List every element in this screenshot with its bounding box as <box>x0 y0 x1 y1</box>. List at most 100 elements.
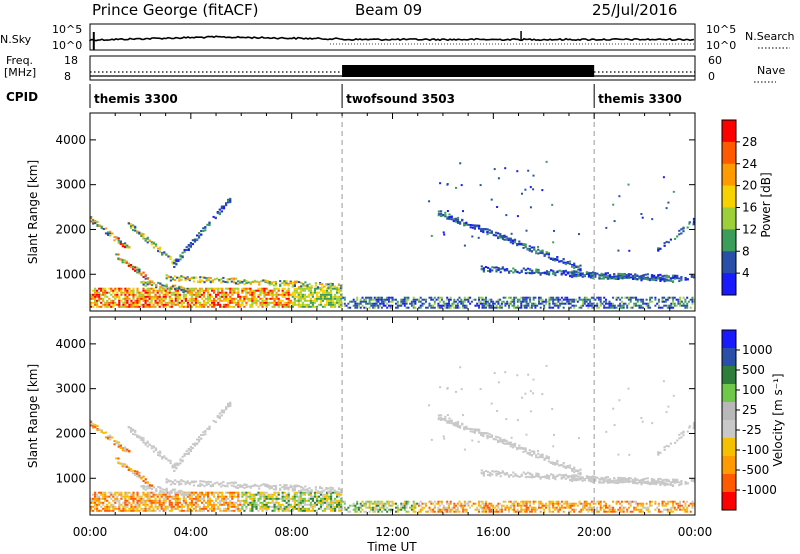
heatmap-cell <box>249 501 252 504</box>
heatmap-cell <box>227 509 230 512</box>
heatmap-cell <box>328 503 331 506</box>
heatmap-cell <box>136 499 139 502</box>
heatmap-cell <box>579 269 582 272</box>
heatmap-cell <box>342 296 345 299</box>
heatmap-cell <box>126 505 129 508</box>
heatmap-cell <box>382 304 385 307</box>
heatmap-cell <box>557 300 560 303</box>
heatmap-cell <box>668 296 671 299</box>
heatmap-cell <box>629 273 633 276</box>
heatmap-cell <box>118 287 121 290</box>
heatmap-cell <box>299 495 302 498</box>
heatmap-cell <box>380 300 383 303</box>
heatmap-cell <box>456 216 460 219</box>
heatmap-cell <box>479 300 482 303</box>
heatmap-cell <box>380 296 383 299</box>
heatmap-cell <box>202 301 206 304</box>
heatmap-cell <box>119 240 122 243</box>
heatmap-cell <box>245 495 248 498</box>
heatmap-cell <box>492 300 495 303</box>
heatmap-cell <box>548 304 551 307</box>
heatmap-cell <box>508 304 510 307</box>
heatmap-cell <box>307 303 310 306</box>
heatmap-cell <box>336 505 339 508</box>
heatmap-cell <box>661 276 664 279</box>
heatmap-cell <box>384 300 387 303</box>
heatmap-cell <box>621 276 624 279</box>
heatmap-cell <box>241 505 244 508</box>
heatmap-cell <box>323 493 327 496</box>
heatmap-cell <box>176 501 179 504</box>
heatmap-cell <box>644 276 647 279</box>
heatmap-cell <box>352 304 355 307</box>
heatmap-cell <box>213 493 216 496</box>
heatmap-cell <box>405 296 408 299</box>
heatmap-cell <box>557 500 560 503</box>
heatmap-cell <box>261 501 264 504</box>
heatmap-cell <box>470 504 473 507</box>
heatmap-cell <box>366 296 369 299</box>
heatmap-cell <box>418 504 420 507</box>
heatmap-cell <box>142 497 145 500</box>
heatmap-cell <box>198 293 202 296</box>
heatmap-cell <box>556 259 559 261</box>
heatmap-cell <box>670 306 673 309</box>
heatmap-cell <box>442 213 445 216</box>
heatmap-cell <box>461 422 464 425</box>
heatmap-cell <box>520 510 523 513</box>
heatmap-cell <box>619 506 622 509</box>
heatmap-cell <box>490 434 493 437</box>
heatmap-cell <box>274 280 278 283</box>
heatmap-cell <box>302 488 305 491</box>
heatmap-cell <box>613 304 616 307</box>
heatmap-cell <box>511 240 514 243</box>
heatmap-cell <box>253 493 256 496</box>
heatmap-cell <box>642 504 645 507</box>
heatmap-cell <box>560 504 563 507</box>
heatmap-cell <box>144 305 147 308</box>
heatmap-cell <box>538 300 540 303</box>
heatmap-cell <box>388 504 390 507</box>
heatmap-cell <box>287 293 290 296</box>
heatmap-cell <box>227 497 230 500</box>
heatmap-cell <box>130 507 133 510</box>
heatmap-cell <box>530 246 533 249</box>
heatmap-cell <box>543 510 546 513</box>
heatmap-cell <box>90 293 93 296</box>
heatmap-cell <box>245 295 248 298</box>
heatmap-cell <box>224 281 227 283</box>
heatmap-cell <box>138 271 141 273</box>
heatmap-cell <box>109 232 112 235</box>
heatmap-cell <box>343 506 346 509</box>
heatmap-cell <box>161 488 164 491</box>
heatmap-cell <box>677 300 680 303</box>
heatmap-cell <box>200 501 204 504</box>
heatmap-cell <box>301 295 304 298</box>
heatmap-cell <box>202 499 206 502</box>
heatmap-cell <box>412 302 415 305</box>
heatmap-cell <box>423 506 426 509</box>
heatmap-cell <box>453 302 456 305</box>
heatmap-cell <box>190 509 193 512</box>
heatmap-cell <box>662 176 665 179</box>
heatmap-cell <box>148 280 151 283</box>
nave-label: Nave <box>757 64 785 77</box>
heatmap-cell <box>606 275 609 278</box>
heatmap-cell <box>663 500 666 503</box>
heatmap-cell <box>277 497 280 500</box>
heatmap-cell <box>307 491 310 494</box>
heatmap-cell <box>126 495 129 498</box>
heatmap-cell <box>516 244 519 247</box>
heatmap-cell <box>356 298 359 301</box>
heatmap-cell <box>532 296 535 299</box>
heatmap-cell <box>124 491 127 494</box>
heatmap-cell <box>152 241 155 244</box>
heatmap-cell <box>273 305 276 308</box>
heatmap-cell <box>112 299 115 302</box>
heatmap-cell <box>539 506 542 509</box>
heatmap-cell <box>271 301 274 304</box>
heatmap-cell <box>414 502 417 505</box>
heatmap-cell <box>180 275 183 278</box>
heatmap-cell <box>598 274 601 277</box>
heatmap-cell <box>617 508 620 511</box>
